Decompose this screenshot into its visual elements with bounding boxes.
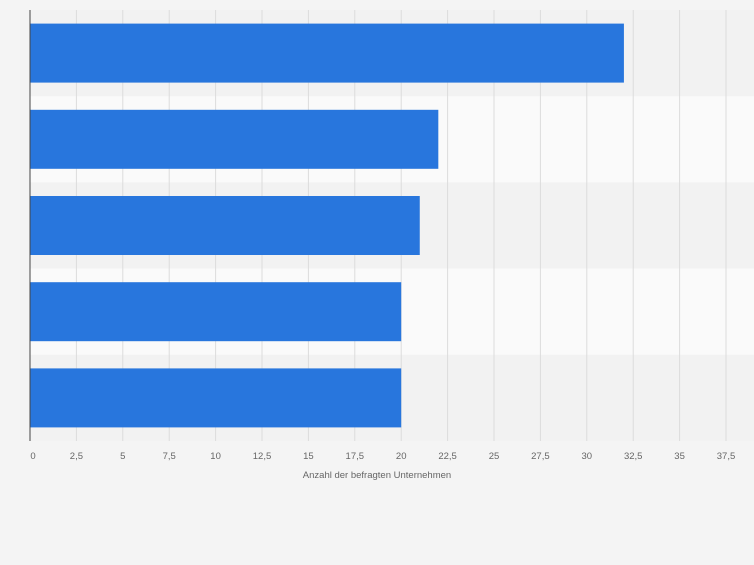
bars [30, 23, 624, 428]
bar[interactable] [30, 368, 402, 428]
x-tick-label: 17,5 [346, 451, 365, 462]
x-tick-label: 27,5 [531, 451, 550, 462]
x-tick-label: 35 [674, 451, 685, 462]
x-tick-label: 20 [396, 451, 407, 462]
x-tick-label: 12,5 [253, 451, 272, 462]
bar[interactable] [30, 196, 420, 255]
x-tick-label: 15 [303, 451, 314, 462]
x-tick-label: 5 [120, 451, 125, 462]
x-axis-label: Anzahl der befragten Unternehmen [303, 470, 451, 481]
x-tick-label: 37,5 [717, 451, 736, 462]
bar[interactable] [30, 109, 439, 169]
x-tick-label: 30 [582, 451, 593, 462]
x-tick-label: 0 [30, 451, 35, 462]
bar[interactable] [30, 282, 402, 342]
x-tick-label: 2,5 [70, 451, 83, 462]
x-tick-label: 7,5 [163, 451, 176, 462]
x-tick-label: 22,5 [438, 451, 457, 462]
x-tick-label: 25 [489, 451, 500, 462]
x-tick-label: 32,5 [624, 451, 643, 462]
x-tick-label: 10 [210, 451, 221, 462]
x-tick-labels: 0 2,5 5 7,5 10 12,5 15 17,5 20 22,5 25 27,5 30 32,5 35… [30, 451, 735, 462]
bar[interactable] [30, 23, 624, 83]
